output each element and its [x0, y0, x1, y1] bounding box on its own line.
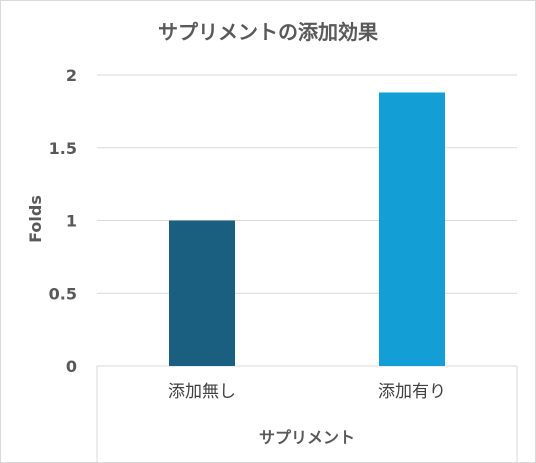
y-tick-labels: 0 0.5 1 1.5 2 [49, 66, 77, 376]
x-axis-title: サプリメント [259, 428, 355, 447]
gridlines [97, 74, 517, 367]
y-tick-label: 2 [66, 66, 77, 85]
category-axis-frame [96, 366, 518, 462]
bar-2 [379, 92, 445, 367]
y-tick-label: 1.5 [49, 139, 77, 158]
y-tick-label: 1 [66, 212, 77, 231]
category-labels: 添加無し 添加有り [168, 382, 446, 402]
chart-title: サプリメントの添加効果 [158, 20, 378, 44]
y-tick-label: 0.5 [49, 284, 77, 303]
x-category-label: 添加有り [378, 382, 446, 402]
bar-1 [169, 220, 235, 366]
y-axis-title: Folds [26, 195, 45, 243]
x-category-label: 添加無し [168, 382, 236, 402]
y-tick-label: 0 [66, 357, 77, 376]
bars [169, 92, 445, 367]
